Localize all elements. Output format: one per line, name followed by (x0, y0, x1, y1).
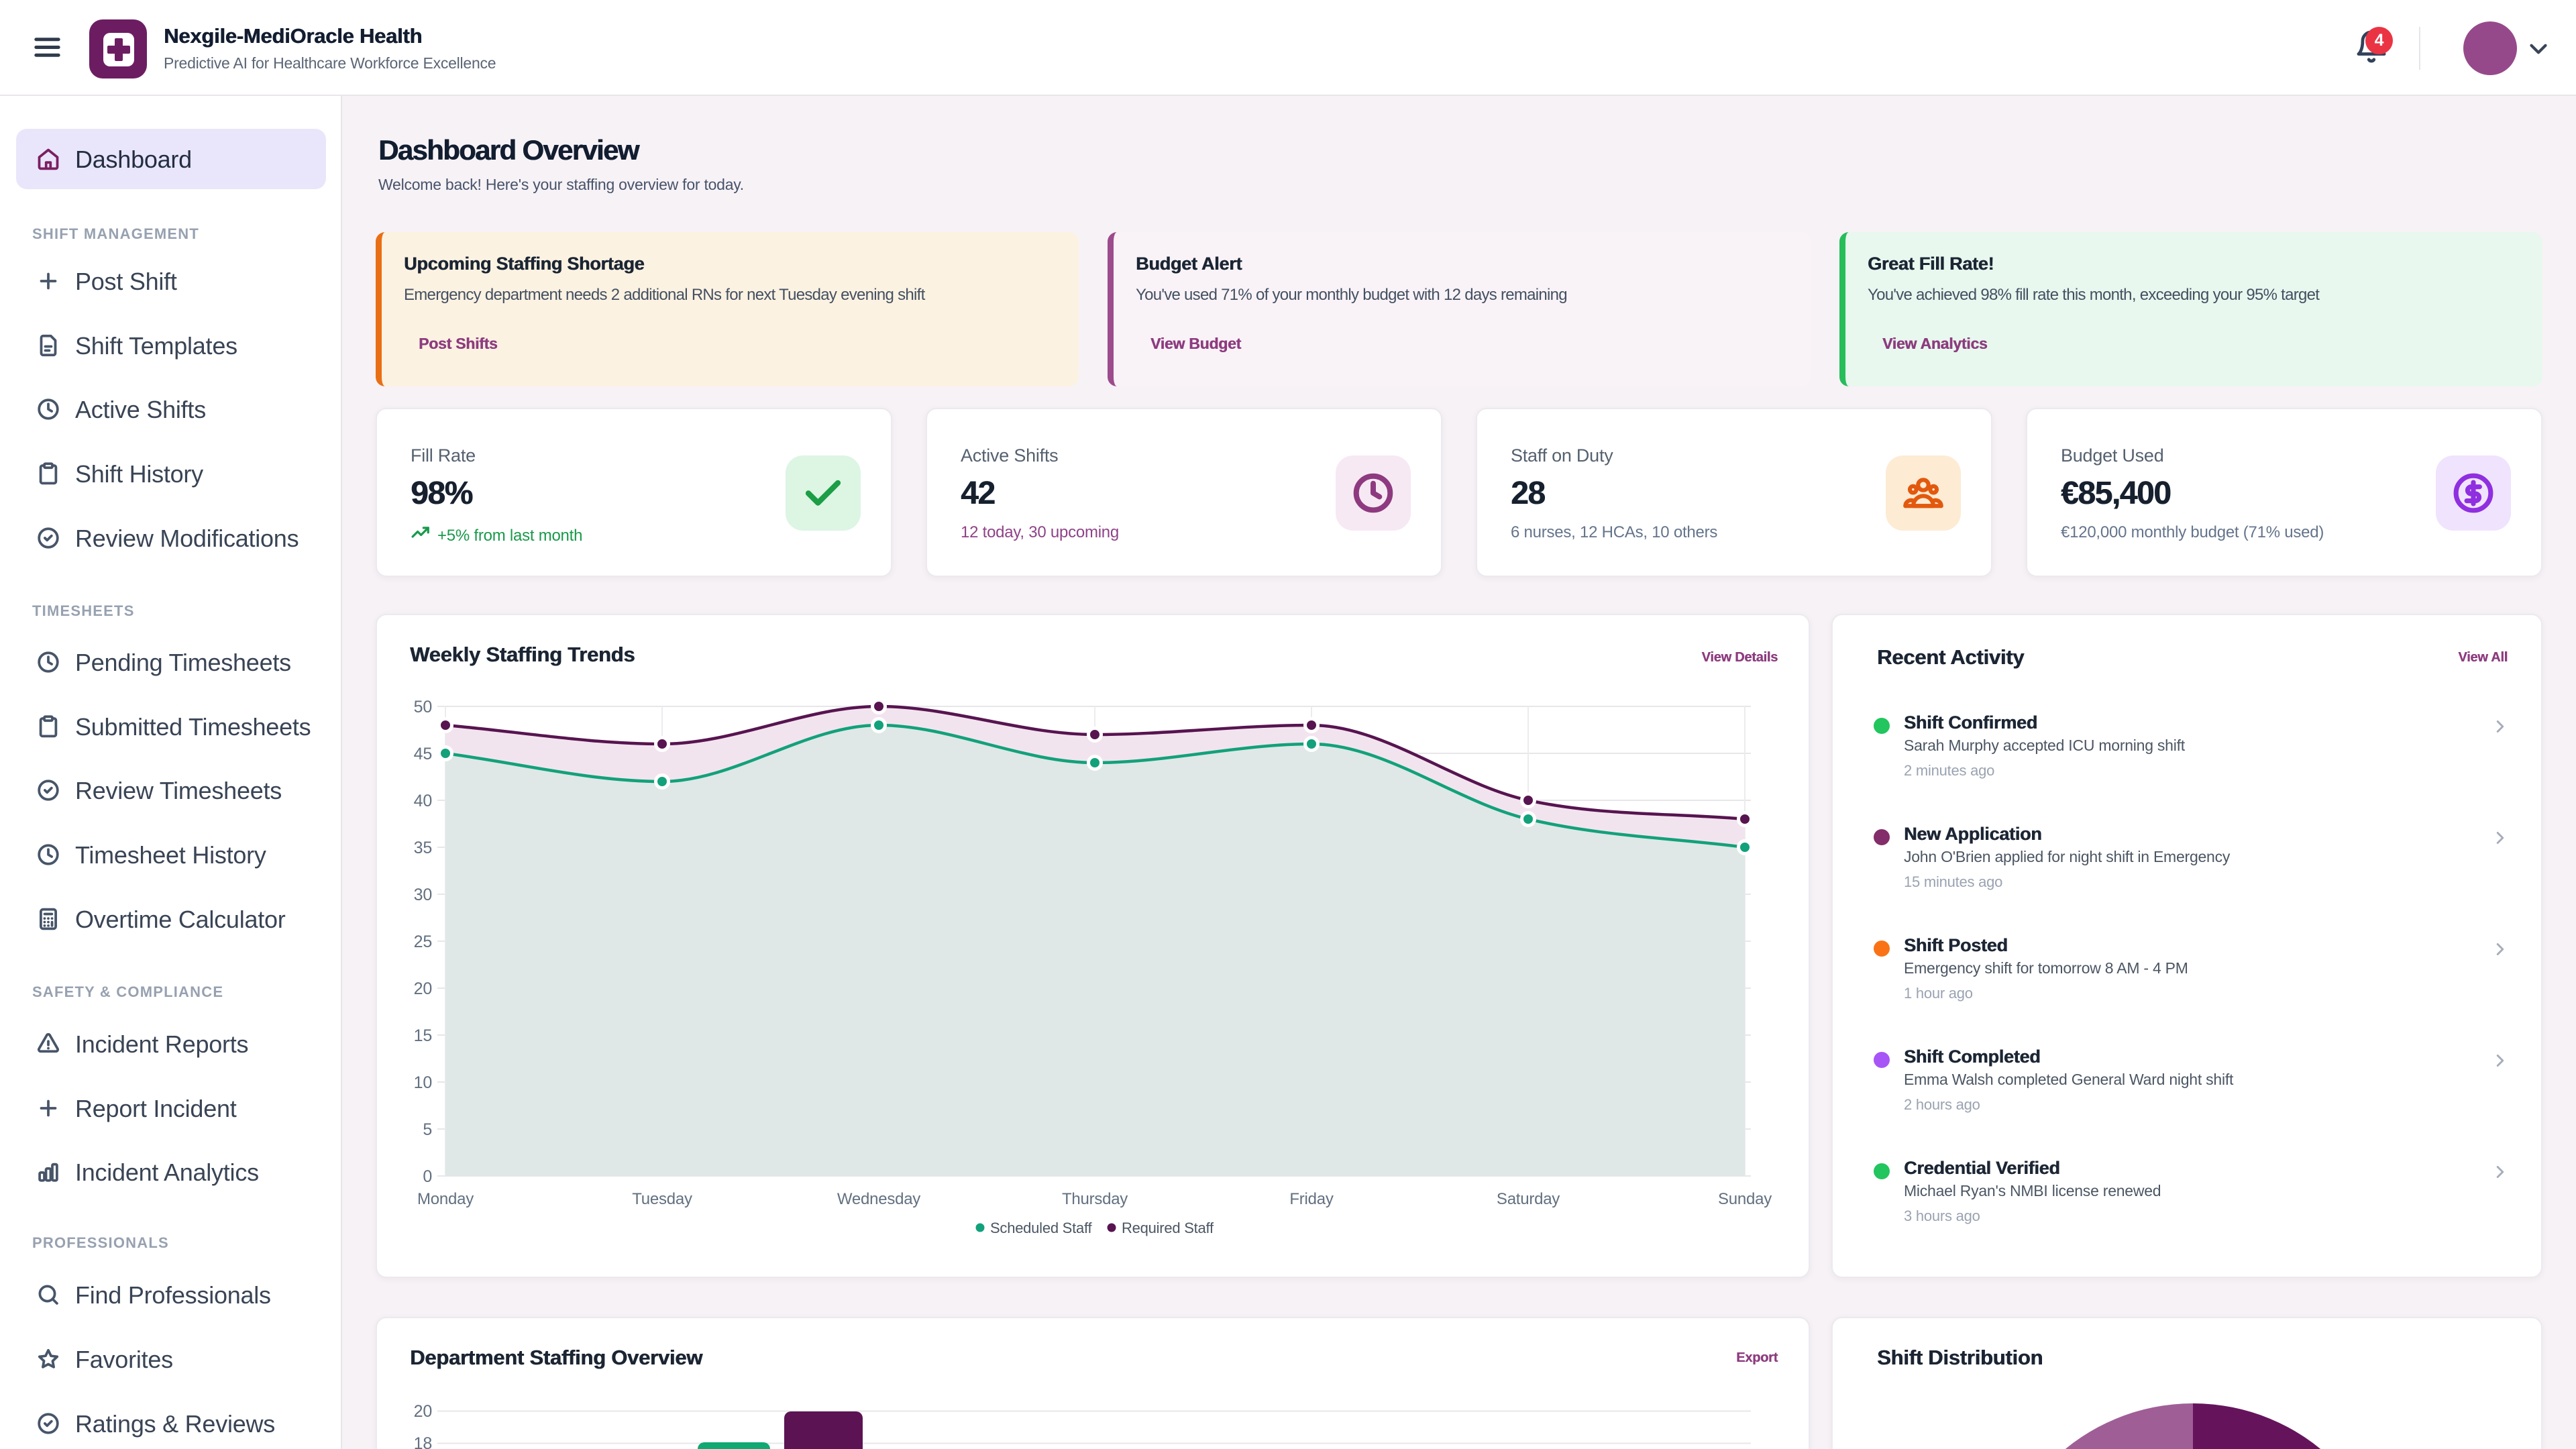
svg-text:50: 50 (414, 698, 432, 716)
svg-text:10: 10 (414, 1073, 432, 1092)
svg-text:5: 5 (423, 1120, 432, 1139)
svg-text:15: 15 (414, 1026, 432, 1045)
svg-text:18: 18 (414, 1434, 432, 1449)
svg-text:Scheduled Staff: Scheduled Staff (990, 1220, 1092, 1236)
svg-text:35: 35 (414, 839, 432, 857)
svg-text:Sunday: Sunday (1718, 1190, 1772, 1208)
svg-text:20: 20 (414, 979, 432, 998)
svg-text:30: 30 (414, 885, 432, 904)
svg-text:Wednesday: Wednesday (837, 1190, 920, 1208)
svg-text:0: 0 (423, 1167, 432, 1186)
svg-text:Friday: Friday (1289, 1190, 1333, 1208)
svg-text:40: 40 (414, 792, 432, 810)
svg-text:45: 45 (414, 745, 432, 763)
svg-text:25: 25 (414, 932, 432, 951)
svg-text:20: 20 (414, 1402, 432, 1421)
svg-text:Monday: Monday (417, 1190, 474, 1208)
svg-text:Saturday: Saturday (1497, 1190, 1560, 1208)
svg-text:Required Staff: Required Staff (1122, 1220, 1214, 1236)
svg-text:Tuesday: Tuesday (632, 1190, 692, 1208)
svg-text:Thursday: Thursday (1062, 1190, 1128, 1208)
